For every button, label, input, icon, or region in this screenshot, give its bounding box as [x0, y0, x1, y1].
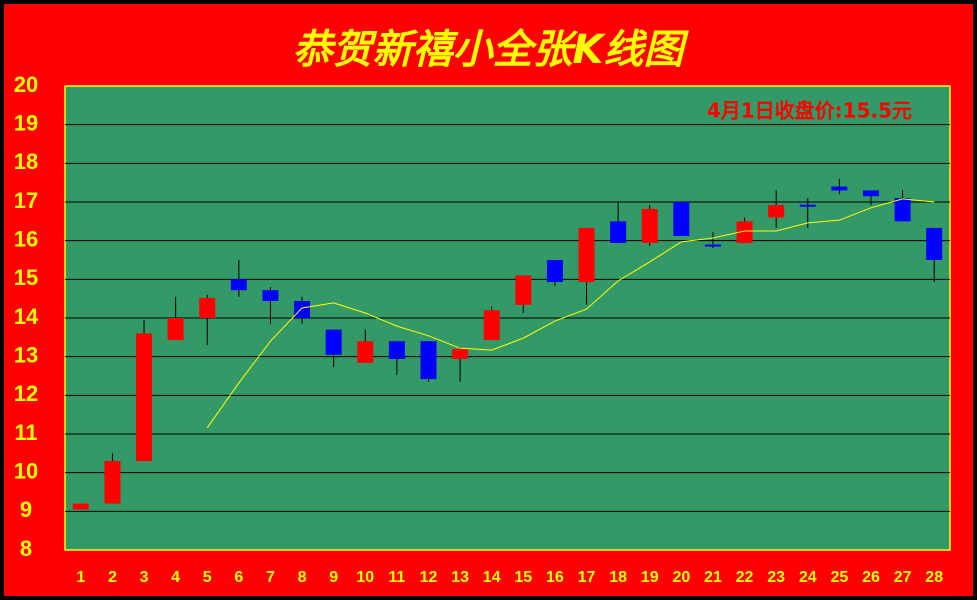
candle-body — [546, 260, 563, 283]
x-tick-label: 2 — [108, 569, 117, 586]
x-tick-label: 9 — [329, 569, 338, 586]
x-tick-label: 21 — [704, 569, 722, 586]
y-tick-label: 15 — [14, 265, 38, 290]
candle-body — [673, 202, 690, 237]
y-tick-label: 17 — [14, 188, 38, 213]
y-tick-label: 16 — [14, 226, 38, 251]
candle-body — [641, 208, 658, 243]
y-tick-label: 8 — [20, 536, 32, 561]
candle-body — [799, 204, 816, 207]
x-tick-label: 22 — [736, 569, 754, 586]
candle-body — [199, 297, 216, 318]
y-tick-label: 13 — [14, 342, 38, 367]
x-tick-label: 27 — [894, 569, 912, 586]
y-tick-label: 11 — [14, 420, 37, 445]
candle-body — [136, 333, 153, 462]
x-tick-label: 23 — [767, 569, 785, 586]
x-tick-label: 11 — [388, 569, 405, 586]
x-tick-label: 17 — [578, 569, 596, 586]
candle-body — [515, 275, 532, 305]
y-tick-label: 19 — [14, 110, 38, 135]
x-tick-label: 25 — [830, 569, 848, 586]
x-tick-label: 3 — [140, 569, 149, 586]
candle-body — [736, 221, 753, 243]
y-tick-label: 20 — [14, 72, 38, 97]
x-tick-label: 5 — [203, 569, 212, 586]
candle-body — [452, 348, 469, 359]
y-tick-label: 10 — [14, 458, 38, 483]
x-tick-label: 26 — [862, 569, 880, 586]
x-tick-label: 12 — [420, 569, 438, 586]
candle-body — [894, 198, 911, 222]
x-tick-label: 10 — [356, 569, 374, 586]
y-tick-label: 14 — [14, 304, 39, 329]
candle-body — [926, 227, 943, 260]
candle-body — [831, 186, 848, 191]
candle-body — [483, 310, 500, 341]
x-tick-label: 14 — [483, 569, 501, 586]
candle-body — [104, 461, 121, 504]
x-tick-label: 16 — [546, 569, 564, 586]
candle-body — [230, 279, 247, 291]
y-tick-label: 9 — [20, 497, 32, 522]
candle-body — [862, 190, 879, 197]
candle-body — [704, 244, 721, 247]
x-tick-label: 6 — [234, 569, 243, 586]
candle-body — [262, 290, 279, 301]
candle-body — [420, 341, 437, 380]
candle-body — [610, 221, 627, 243]
x-tick-label: 4 — [171, 569, 180, 586]
x-tick-label: 7 — [266, 569, 275, 586]
candle-body — [294, 300, 311, 318]
candle-body — [72, 503, 89, 510]
x-tick-label: 19 — [641, 569, 659, 586]
candle-body — [167, 318, 184, 341]
x-tick-label: 1 — [76, 569, 85, 586]
chart-title: 恭贺新禧小全张K线图 — [293, 27, 690, 73]
moving-average — [206, 198, 935, 429]
x-tick-label: 28 — [925, 569, 943, 586]
x-tick-label: 15 — [514, 569, 532, 586]
x-tick-label: 13 — [451, 569, 469, 586]
x-tick-label: 8 — [298, 569, 307, 586]
x-tick-label: 24 — [799, 569, 817, 586]
candle-body — [388, 341, 405, 359]
candle-body — [578, 227, 595, 283]
candle-body — [357, 341, 374, 363]
y-tick-label: 18 — [14, 149, 38, 174]
candle-body — [768, 205, 785, 218]
candle-body — [325, 329, 342, 355]
annotation: 4月1日收盘价:15.5元 — [707, 99, 912, 123]
y-tick-label: 12 — [14, 381, 38, 406]
x-tick-label: 20 — [672, 569, 690, 586]
x-tick-label: 18 — [609, 569, 627, 586]
